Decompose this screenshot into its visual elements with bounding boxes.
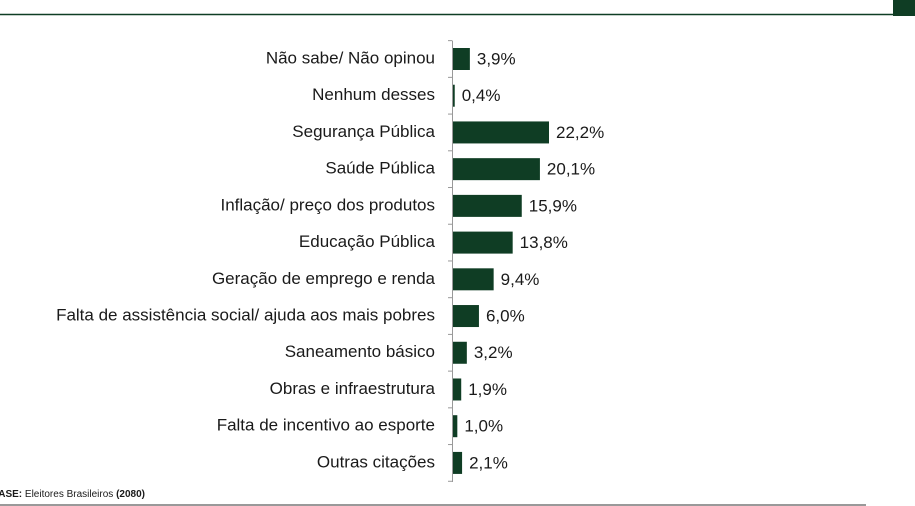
bar	[453, 378, 462, 401]
bar	[453, 268, 494, 291]
category-label: Saneamento básico	[285, 342, 435, 361]
category-label: Não sabe/ Não opinou	[266, 48, 435, 67]
bar	[453, 121, 549, 144]
value-label: 15,9%	[529, 196, 577, 215]
bar	[453, 451, 463, 474]
value-label: 13,8%	[520, 233, 568, 252]
value-label: 3,9%	[477, 49, 516, 68]
value-label: 1,0%	[464, 417, 503, 436]
category-label: Falta de incentivo ao esporte	[217, 416, 435, 435]
corner-mark	[893, 0, 915, 16]
category-label: Geração de emprego e renda	[212, 269, 436, 288]
base-label: BASE:	[0, 489, 22, 500]
value-label: 1,9%	[468, 380, 507, 399]
footnote: BASE: Eleitores Brasileiros (2080)	[0, 489, 145, 500]
base-count: (2080)	[116, 489, 145, 500]
category-label: Falta de assistência social/ ajuda aos m…	[56, 306, 435, 325]
category-label: Obras e infraestrutura	[270, 379, 436, 398]
base-text: Eleitores Brasileiros	[25, 489, 113, 500]
category-label: Nenhum desses	[312, 85, 435, 104]
category-label: Saúde Pública	[325, 159, 435, 178]
category-label: Educação Pública	[299, 232, 436, 251]
value-label: 22,2%	[556, 123, 604, 142]
value-label: 0,4%	[462, 86, 501, 105]
value-label: 9,4%	[501, 270, 540, 289]
value-label: 2,1%	[469, 453, 508, 472]
category-label: Segurança Pública	[292, 122, 435, 141]
bar	[453, 158, 540, 181]
value-label: 3,2%	[474, 343, 513, 362]
value-label: 20,1%	[547, 160, 595, 179]
bar	[453, 231, 513, 254]
bar	[453, 48, 470, 70]
value-label: 6,0%	[486, 307, 525, 326]
bar	[453, 194, 522, 217]
bar	[453, 305, 479, 328]
bar	[453, 84, 455, 107]
bar	[453, 415, 458, 438]
category-label: Outras citações	[317, 452, 435, 471]
bar	[453, 341, 467, 364]
category-label: Inflação/ preço dos produtos	[220, 195, 435, 214]
